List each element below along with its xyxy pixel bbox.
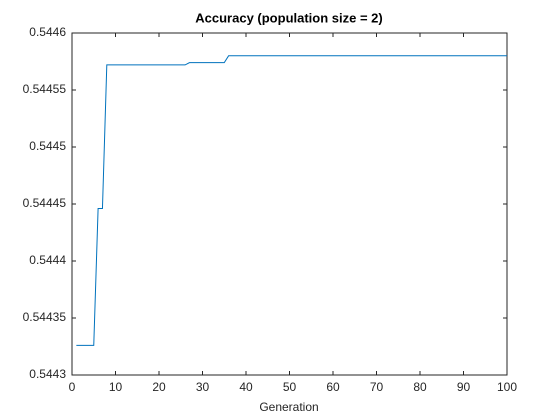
x-tick-label: 40 [239, 380, 253, 394]
x-axis-label: Generation [259, 400, 318, 414]
x-tick-label: 100 [497, 380, 517, 394]
y-tick-label: 0.5443 [29, 367, 66, 381]
x-tick-label: 30 [196, 380, 210, 394]
y-tick-label: 0.54455 [23, 82, 67, 96]
x-tick-label: 50 [283, 380, 297, 394]
y-tick-label: 0.54435 [23, 310, 67, 324]
line-series [76, 55, 507, 346]
x-tick-label: 70 [370, 380, 384, 394]
x-tick-label: 20 [152, 380, 166, 394]
y-tick-label: 0.5446 [29, 25, 66, 39]
x-tick-label: 90 [457, 380, 471, 394]
x-tick-label: 10 [109, 380, 123, 394]
chart-title: Accuracy (population size = 2) [195, 10, 382, 25]
y-tick-label: 0.54445 [23, 196, 67, 210]
x-tick-label: 80 [413, 380, 427, 394]
y-tick-label: 0.5445 [29, 139, 66, 153]
x-tick-label: 60 [326, 380, 340, 394]
y-tick-label: 0.5444 [29, 253, 66, 267]
x-tick-label: 0 [69, 380, 76, 394]
